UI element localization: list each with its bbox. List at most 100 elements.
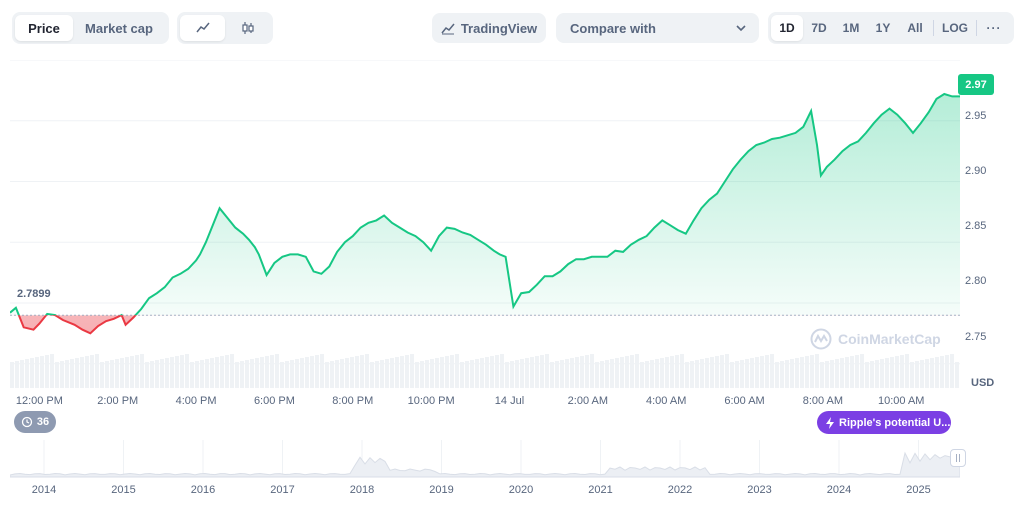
- volume-bar: [375, 361, 379, 388]
- volume-bar: [600, 361, 604, 388]
- volume-bar: [640, 362, 644, 388]
- volume-bar: [330, 361, 334, 388]
- volume-bar: [315, 355, 319, 388]
- volume-bar: [680, 354, 684, 388]
- y-tick-label: 2.80: [965, 275, 987, 287]
- compare-with-select[interactable]: Compare with: [556, 13, 759, 43]
- volume-bar: [220, 356, 224, 388]
- data-point: [786, 134, 789, 137]
- news-pill-button[interactable]: Ripple's potential U...: [817, 411, 951, 434]
- volume-bar: [250, 359, 254, 388]
- line-chart-button[interactable]: [180, 15, 225, 41]
- data-point: [234, 226, 237, 229]
- volume-bar: [780, 361, 784, 388]
- area-fill-up: [10, 94, 960, 316]
- data-point: [802, 125, 805, 128]
- overview-year-label: 2021: [588, 484, 613, 496]
- volume-bar: [930, 358, 934, 388]
- data-point: [645, 235, 648, 238]
- data-point: [445, 226, 448, 229]
- volume-bar: [900, 355, 904, 388]
- volume-bar: [205, 359, 209, 388]
- y-tick-label: 2.95: [965, 110, 987, 122]
- data-point: [872, 122, 875, 125]
- tradingview-button[interactable]: TradingView: [432, 13, 546, 43]
- data-point: [637, 238, 640, 241]
- volume-bar: [625, 356, 629, 388]
- volume-bar: [830, 360, 834, 388]
- volume-bar: [515, 360, 519, 388]
- data-point: [912, 131, 915, 134]
- range-1d-button[interactable]: 1D: [771, 15, 803, 41]
- data-point: [32, 328, 35, 331]
- volume-bar: [795, 358, 799, 388]
- data-point: [819, 174, 822, 177]
- volume-bar: [685, 362, 689, 388]
- volume-bar: [65, 360, 69, 388]
- volume-bar: [290, 360, 294, 388]
- x-tick-label: 2:00 AM: [567, 395, 609, 407]
- history-icon: [21, 416, 33, 428]
- data-point: [22, 326, 25, 329]
- data-point: [148, 297, 151, 300]
- market-cap-tab[interactable]: Market cap: [85, 20, 153, 36]
- volume-bar: [430, 359, 434, 388]
- volume-bar: [785, 360, 789, 388]
- data-point: [97, 325, 100, 328]
- volume-bar: [235, 362, 239, 388]
- range-1y-button[interactable]: 1Y: [875, 21, 891, 35]
- volume-bar: [190, 362, 194, 388]
- log-scale-button[interactable]: LOG: [942, 21, 968, 35]
- news-pill-text: Ripple's potential U...: [839, 416, 951, 429]
- data-point: [265, 274, 268, 277]
- data-point: [606, 255, 609, 258]
- news-count-badge[interactable]: 36: [14, 411, 56, 433]
- x-tick-label: 4:00 AM: [645, 395, 687, 407]
- data-point: [865, 131, 868, 134]
- volume-bar: [730, 362, 734, 388]
- volume-bar: [825, 361, 829, 388]
- more-options-button[interactable]: ···: [986, 21, 1002, 35]
- price-line-up: [10, 92, 960, 316]
- price-chart[interactable]: [10, 60, 960, 388]
- range-all-button[interactable]: All: [907, 21, 923, 35]
- range-drag-handle[interactable]: [950, 449, 966, 467]
- data-point: [492, 249, 495, 252]
- volume-bar: [440, 357, 444, 388]
- candlestick-icon: [241, 22, 254, 34]
- volume-bar: [580, 356, 584, 388]
- volume-bar: [765, 355, 769, 388]
- volume-bar: [720, 355, 724, 388]
- candlestick-chart-button[interactable]: [225, 15, 270, 41]
- overview-navigator[interactable]: [10, 440, 960, 478]
- volume-bar: [705, 358, 709, 388]
- volume-bar: [565, 359, 569, 388]
- volume-bar: [130, 356, 134, 388]
- data-point: [61, 319, 64, 322]
- data-point: [461, 231, 464, 234]
- price-tab[interactable]: Price: [15, 15, 73, 41]
- range-7d-button[interactable]: 7D: [811, 21, 827, 35]
- overview-year-label: 2016: [190, 484, 216, 496]
- data-point: [422, 241, 425, 244]
- data-point: [731, 168, 734, 171]
- volume-bar: [385, 359, 389, 388]
- data-point: [14, 306, 17, 309]
- volume-bar: [280, 362, 284, 388]
- volume-bar: [140, 354, 144, 388]
- volume-bar: [605, 360, 609, 388]
- volume-bar: [450, 355, 454, 388]
- volume-bar: [335, 360, 339, 388]
- volume-bar: [490, 356, 494, 388]
- volume-bar: [810, 355, 814, 388]
- volume-bar: [145, 362, 149, 388]
- volume-bar: [405, 355, 409, 388]
- data-point: [132, 316, 135, 319]
- volume-bar: [165, 358, 169, 388]
- range-1m-button[interactable]: 1M: [842, 21, 860, 35]
- volume-bar: [75, 358, 79, 388]
- data-point: [614, 249, 617, 252]
- data-point: [849, 144, 852, 147]
- volume-bar: [905, 354, 909, 388]
- data-point: [716, 192, 719, 195]
